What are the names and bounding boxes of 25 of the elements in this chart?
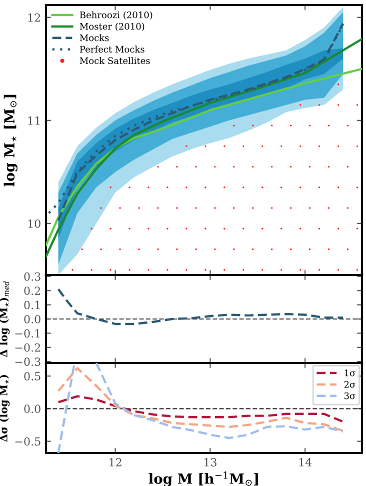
y-tick-label: 0.5 bbox=[24, 372, 40, 380]
y-tick-label: 0.3 bbox=[24, 272, 40, 281]
legend-label: Mock Satellites bbox=[80, 57, 150, 64]
legend-label: Moster (2010) bbox=[80, 22, 144, 32]
y-tick-label: −0.5 bbox=[15, 437, 40, 446]
y-tick-label: 12 bbox=[28, 13, 40, 22]
legend-label: Mocks bbox=[80, 34, 109, 42]
y-tick-label: −0.2 bbox=[15, 343, 40, 352]
y-tick-label: 11 bbox=[28, 116, 40, 125]
y-tick-label: 0.2 bbox=[24, 286, 40, 295]
legend-label: Behroozi (2010) bbox=[80, 11, 152, 20]
legend-label: Perfect Mocks bbox=[80, 46, 144, 53]
legend-label: 1σ bbox=[344, 369, 356, 376]
x-tick-label: 14 bbox=[299, 458, 312, 466]
legend-label: 3σ bbox=[344, 392, 356, 400]
y-axis-title: log M$_{⋆}$ [M$_{⊙}$] bbox=[4, 94, 18, 186]
y-tick-label: 10 bbox=[28, 219, 40, 228]
y-tick-label: 0.1 bbox=[24, 300, 40, 310]
y-tick-label: −0.3 bbox=[15, 358, 40, 366]
y-tick-label: −0.1 bbox=[15, 329, 40, 338]
legend-label: 2σ bbox=[344, 380, 356, 388]
x-tick-label: 13 bbox=[204, 458, 216, 466]
x-tick-label: 12 bbox=[110, 458, 122, 466]
y-tick-label: 0.0 bbox=[24, 404, 40, 414]
y-tick-label: 0.0 bbox=[24, 314, 40, 324]
